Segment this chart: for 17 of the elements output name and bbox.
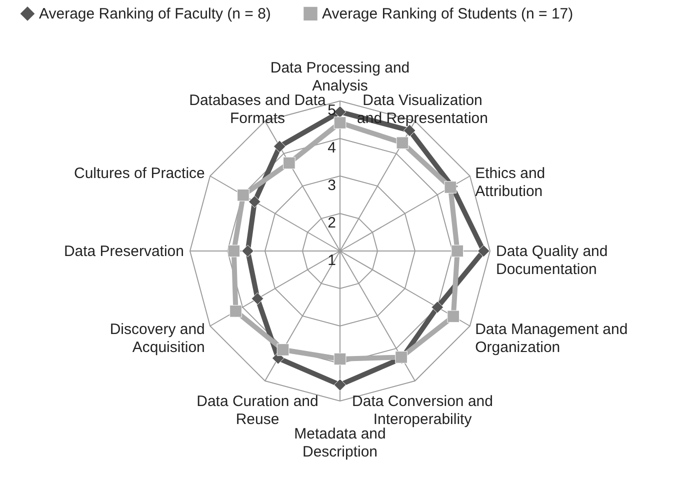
y-tick-label: 1 (328, 252, 336, 269)
spoke-label: Metadata and Description (294, 426, 386, 460)
spoke-label: Data Preservation (64, 243, 184, 260)
spoke-label: Cultures of Practice (74, 165, 205, 182)
spoke-label: Ethics and Attribution (475, 165, 546, 200)
legend-label: Average Ranking of Students (n = 17) (322, 6, 574, 23)
legend-label: Average Ranking of Faculty (n = 8) (39, 6, 271, 23)
y-tick-label: 4 (328, 140, 336, 156)
spoke-label: Data Processing and Analysis (270, 60, 410, 94)
spoke-label: Data Management and Organization (475, 321, 628, 356)
spoke-label: Discovery and Acquisition (110, 321, 205, 356)
spoke-label: Databases and Data Formats (189, 92, 327, 128)
spoke-label: Data Conversion and Interoperability (352, 392, 493, 428)
y-tick-label: 3 (328, 177, 336, 194)
y-tick-label: 2 (328, 214, 336, 232)
spoke-label: Data Curation and Reuse (196, 392, 318, 428)
spoke-label: Data Quality and Documentation (496, 243, 608, 278)
